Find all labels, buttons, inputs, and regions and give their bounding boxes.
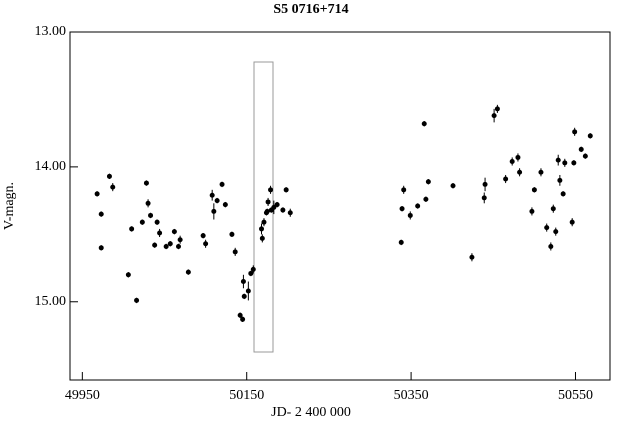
data-point: [569, 219, 575, 225]
data-point: [232, 249, 238, 255]
plot-frame: [69, 31, 611, 381]
data-point: [219, 181, 225, 187]
data-point: [152, 242, 158, 248]
data-point: [562, 160, 568, 166]
data-point: [177, 237, 183, 243]
data-point: [175, 243, 181, 249]
data-point: [98, 211, 104, 217]
data-point: [401, 187, 407, 193]
data-point: [265, 199, 271, 205]
data-point: [398, 239, 404, 245]
data-point: [582, 153, 588, 159]
data-point: [571, 160, 577, 166]
data-point: [407, 212, 413, 218]
data-point: [237, 312, 243, 318]
data-point: [163, 243, 169, 249]
data-point: [143, 180, 149, 186]
x-tick-label: 49950: [65, 388, 100, 403]
data-point: [264, 208, 270, 214]
data-point: [274, 202, 280, 208]
y-tick-label: 15.00: [35, 294, 67, 309]
data-point: [529, 208, 535, 214]
data-point: [399, 206, 405, 212]
data-point: [157, 230, 163, 236]
data-point: [555, 157, 561, 163]
data-point: [250, 266, 256, 272]
data-point: [248, 270, 254, 276]
data-point: [241, 293, 247, 299]
data-point: [553, 229, 559, 235]
data-point: [450, 183, 456, 189]
data-point: [94, 191, 100, 197]
data-point: [550, 206, 556, 212]
data-point: [209, 192, 215, 198]
data-point: [259, 235, 265, 241]
data-point: [283, 187, 289, 193]
data-point: [203, 241, 209, 247]
data-point: [261, 219, 267, 225]
data-point: [240, 316, 246, 322]
data-point: [548, 243, 554, 249]
data-point: [106, 173, 112, 179]
data-point: [110, 184, 116, 190]
x-tick-label: 50150: [229, 388, 264, 403]
data-point: [415, 203, 421, 209]
data-point: [503, 176, 509, 182]
data-point: [509, 158, 515, 164]
x-tick-label: 50350: [394, 388, 429, 403]
data-point: [134, 297, 140, 303]
data-point: [578, 146, 584, 152]
data-point: [200, 233, 206, 239]
data-point: [185, 269, 191, 275]
data-point: [154, 219, 160, 225]
data-point: [287, 210, 293, 216]
data-point: [494, 106, 500, 112]
data-point: [145, 200, 151, 206]
highlight-box: [253, 61, 274, 353]
data-point: [171, 229, 177, 235]
x-axis-label: JD- 2 400 000: [271, 405, 351, 420]
data-point: [240, 279, 246, 285]
data-point: [280, 207, 286, 213]
data-point: [517, 169, 523, 175]
data-point: [482, 181, 488, 187]
data-point: [129, 226, 135, 232]
data-point: [222, 202, 228, 208]
data-point: [245, 288, 251, 294]
data-point: [259, 226, 265, 232]
data-point: [125, 272, 131, 278]
data-point: [560, 191, 566, 197]
data-point: [531, 187, 537, 193]
data-point: [98, 245, 104, 251]
data-point: [211, 208, 217, 214]
y-tick-label: 14.00: [35, 159, 67, 174]
data-point: [491, 113, 497, 119]
data-point: [481, 195, 487, 201]
data-point: [268, 187, 274, 193]
data-point: [421, 121, 427, 127]
data-point: [214, 198, 220, 204]
data-point: [148, 212, 154, 218]
data-point: [544, 225, 550, 231]
data-point: [469, 254, 475, 260]
chart-title: S5 0716+714: [273, 2, 348, 17]
data-point: [538, 169, 544, 175]
data-point: [557, 177, 563, 183]
x-tick-label: 50550: [558, 388, 593, 403]
data-point: [167, 241, 173, 247]
data-point: [139, 219, 145, 225]
data-point: [572, 129, 578, 135]
y-tick-label: 13.00: [35, 24, 67, 39]
data-point: [515, 154, 521, 160]
data-point: [425, 179, 431, 185]
y-axis-label: V-magn.: [2, 182, 17, 230]
data-point: [587, 133, 593, 139]
data-point: [423, 196, 429, 202]
data-point: [229, 231, 235, 237]
